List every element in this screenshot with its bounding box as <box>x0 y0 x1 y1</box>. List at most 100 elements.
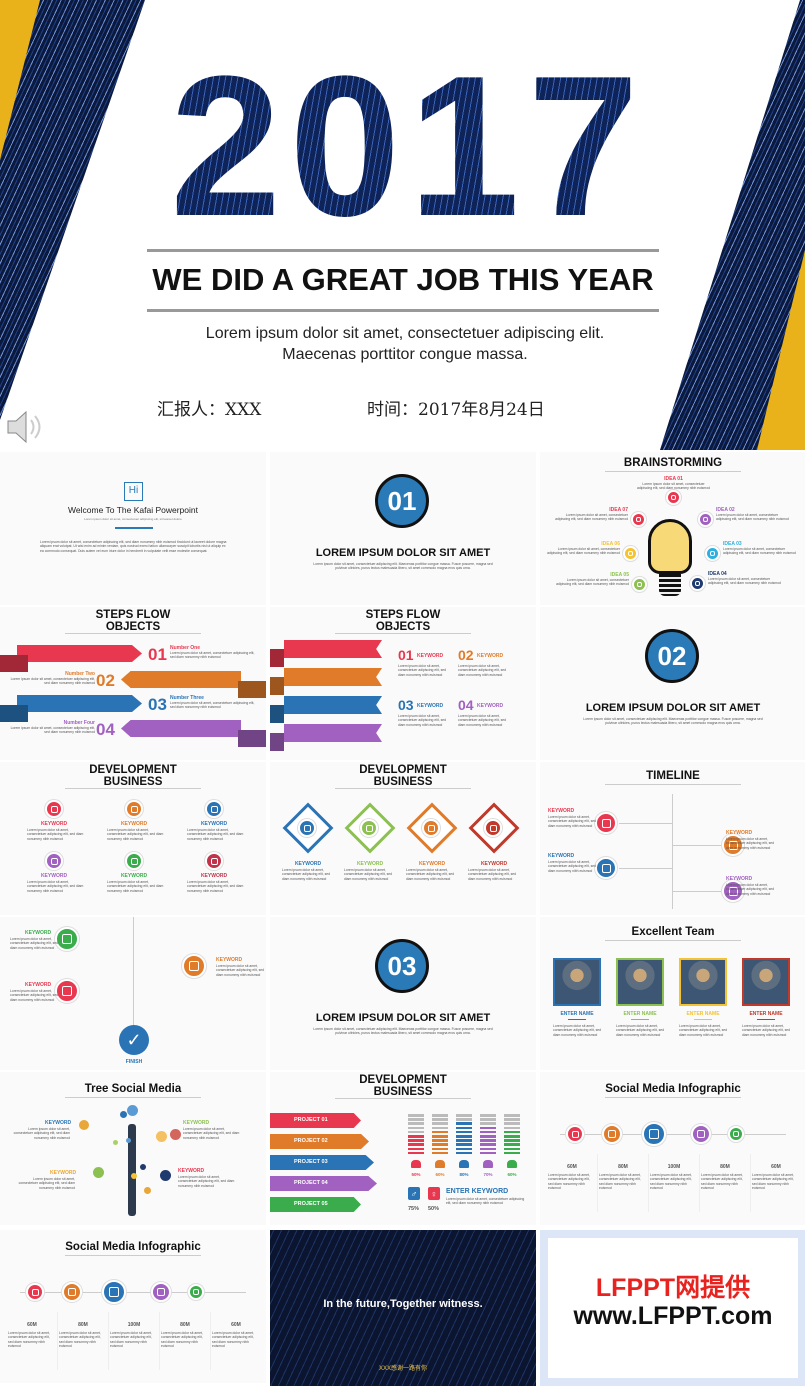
idea-label: IDEA 05 <box>610 572 629 578</box>
idea-2-glyph <box>702 516 709 523</box>
level-bar-segment <box>456 1151 472 1155</box>
level-bar-segment <box>432 1135 448 1138</box>
project-label: PROJECT 05 <box>294 1201 328 1207</box>
body-text: Lorem ipsum dolor sit amet, consectetuer… <box>178 1175 235 1188</box>
keyword-label: KEYWORD <box>183 1120 210 1126</box>
project-label: PROJECT 01 <box>294 1117 328 1123</box>
social-value: 60M <box>27 1322 37 1328</box>
tree-leaf <box>131 1173 137 1179</box>
date: 时间：2017年8月24日 <box>367 400 545 420</box>
social-icon-circle <box>188 1284 204 1300</box>
female-icon: ♀ <box>428 1187 440 1200</box>
level-bar-segment <box>408 1114 424 1117</box>
keyword-label: KEYWORD <box>120 873 148 879</box>
tree-leaf <box>92 1166 104 1178</box>
keyword-icon-glyph <box>130 805 138 813</box>
level-bar-segment <box>504 1114 520 1117</box>
idea-3-circle <box>705 546 720 561</box>
level-bar-segment <box>504 1139 520 1142</box>
body-text: Lorem ipsum dolor sit amet, consectetuer… <box>555 513 628 522</box>
percent-label: 60% <box>507 1172 517 1177</box>
connector <box>673 891 721 892</box>
bulb-base <box>659 574 681 596</box>
keyword-icon-circle <box>484 819 502 837</box>
level-bar-segment <box>456 1135 472 1138</box>
slide-title: Social Media Infographic <box>65 1241 201 1253</box>
step-label: Number One <box>170 645 201 651</box>
keyword-label: KEYWORD <box>356 861 384 867</box>
step-ribbon <box>17 695 142 712</box>
member-name: ENTER NAME <box>560 1011 594 1017</box>
project-arrow: PROJECT 04 <box>270 1176 377 1191</box>
level-bar-segment <box>432 1147 448 1151</box>
title-underline <box>605 784 741 785</box>
step-number: 01 <box>148 645 167 664</box>
social-icon-circle <box>602 1124 622 1144</box>
project-arrow: PROJECT 01 <box>270 1113 361 1128</box>
body-text: Lorem ipsum dolor sit amet, consectetuer… <box>313 1027 493 1036</box>
level-bar-segment <box>480 1122 496 1125</box>
column-divider <box>159 1312 160 1370</box>
column-divider <box>597 1154 598 1212</box>
social-icon-glyph <box>68 1288 76 1296</box>
level-bar-segment <box>504 1151 520 1155</box>
welcome-title: Welcome To The Kafai Powerpoint <box>68 505 198 515</box>
ribbon-fold <box>0 655 28 672</box>
project-label: PROJECT 04 <box>294 1180 328 1186</box>
idea-5-circle <box>632 577 647 592</box>
social-icon-glyph <box>157 1288 165 1296</box>
step-number: 02 <box>96 671 115 690</box>
tree-leaf <box>140 1164 146 1170</box>
slide-title: BUSINESS <box>103 776 163 788</box>
level-bar-segment <box>408 1151 424 1155</box>
body-text: Lorem ipsum dolor sit amet, consectetuer… <box>726 883 775 896</box>
body-text: Lorem ipsum dolor sit amet, consectetuer… <box>18 1177 75 1190</box>
member-name: ENTER NAME <box>686 1011 720 1017</box>
body-text: Lorem ipsum dolor sit amet, consectetuer… <box>27 828 84 841</box>
column-divider <box>648 1154 649 1212</box>
percent-label: 80% <box>459 1172 469 1177</box>
level-bar-segment <box>408 1118 424 1121</box>
name-underline <box>694 1019 712 1020</box>
social-media-slide-2: Social Media Infographic 60M Lorem ipsum d… <box>0 1230 266 1383</box>
ending-thanks: XXX感谢一路有你 <box>378 1366 427 1372</box>
social-icon-glyph <box>608 1130 616 1138</box>
body-text: Lorem ipsum dolor sit amet, consectetuer… <box>107 880 164 893</box>
timeline-slide: TIMELINE KEYWORD Lorem ipsum dolor sit ame… <box>540 762 805 915</box>
brand-name: LFPPT网提供 <box>595 1274 751 1302</box>
keyword-label: KEYWORD <box>120 821 148 827</box>
social-icon-glyph <box>193 1289 199 1295</box>
slide-title: Tree Social Media <box>84 1083 182 1095</box>
slide-title: BUSINESS <box>373 1086 433 1098</box>
slide-title: DEVELOPMENT <box>89 764 177 776</box>
title-underline <box>605 1097 741 1098</box>
body-text: Lorem ipsum dolor sit amet, consectetuer… <box>701 1173 743 1191</box>
body-text: Lorem ipsum dolor sit amet, consectetuer… <box>637 482 710 491</box>
body-text: Lorem ipsum dolor sit amet, consectetuer… <box>679 1024 728 1037</box>
divider <box>115 527 153 529</box>
idea-label: IDEA 01 <box>664 476 683 482</box>
social-icon-circle <box>728 1126 744 1142</box>
social-value: 80M <box>78 1322 88 1328</box>
team-member-photo <box>679 958 727 1006</box>
body-text: Lorem ipsum dolor sit amet, consectetuer… <box>708 577 781 586</box>
column-divider <box>57 1312 58 1370</box>
slide-title: DEVELOPMENT <box>359 764 447 776</box>
connector <box>619 823 672 824</box>
tree-leaf <box>155 1130 167 1142</box>
keyword-label: KEYWORD <box>726 830 753 836</box>
level-bar-segment <box>504 1122 520 1125</box>
body-text: Lorem ipsum dolor sit amet, consectetuer… <box>187 828 244 841</box>
body-text: Lorem ipsum dolor sit amet, consectetuer… <box>107 828 164 841</box>
speaker-icon[interactable] <box>4 408 44 446</box>
people-icon <box>435 1160 445 1168</box>
tree-leaf <box>169 1128 181 1140</box>
level-bar-segment <box>480 1135 496 1138</box>
level-bar-segment <box>408 1126 424 1130</box>
level-bar-segment <box>456 1126 472 1130</box>
male-icon: ♂ <box>408 1187 420 1200</box>
column-divider <box>108 1312 109 1370</box>
title-underline <box>335 788 471 789</box>
level-bar-segment <box>480 1114 496 1117</box>
level-bar-segment <box>432 1151 448 1155</box>
